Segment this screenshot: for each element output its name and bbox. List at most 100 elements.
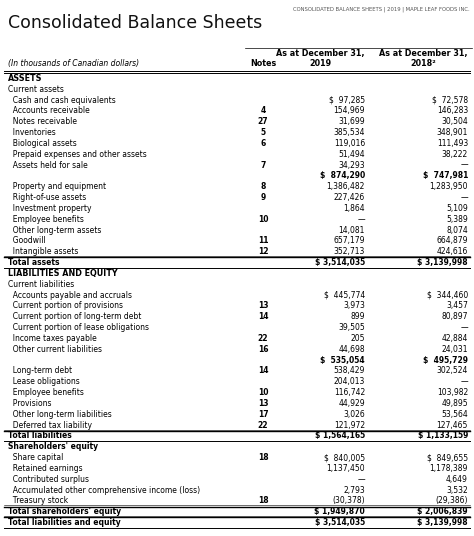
Text: 5: 5 [260,128,265,137]
Text: 119,016: 119,016 [334,139,365,148]
Text: 385,534: 385,534 [334,128,365,137]
Text: 1,386,482: 1,386,482 [327,182,365,191]
Text: Shareholders' equity: Shareholders' equity [8,442,98,451]
Text: Assets held for sale: Assets held for sale [8,161,88,169]
Text: 3,973: 3,973 [343,301,365,310]
Text: 205: 205 [350,334,365,343]
Text: $  747,981: $ 747,981 [423,172,468,181]
Text: $ 1,133,159: $ 1,133,159 [418,431,468,441]
Text: Consolidated Balance Sheets: Consolidated Balance Sheets [8,14,262,32]
Text: 127,465: 127,465 [437,421,468,429]
Text: 8: 8 [260,182,266,191]
Text: 3,532: 3,532 [446,486,468,495]
Text: LIABILITIES AND EQUITY: LIABILITIES AND EQUITY [8,269,118,278]
Text: 14: 14 [258,367,268,375]
Text: 39,505: 39,505 [338,323,365,332]
Text: (In thousands of Canadian dollars): (In thousands of Canadian dollars) [8,59,139,68]
Text: 538,429: 538,429 [334,367,365,375]
Text: —: — [460,193,468,202]
Text: 1,178,389: 1,178,389 [429,464,468,473]
Text: $  535,054: $ 535,054 [320,355,365,364]
Text: Investment property: Investment property [8,204,91,213]
Text: 42,884: 42,884 [442,334,468,343]
Text: 27: 27 [258,117,268,126]
Text: 3,026: 3,026 [343,410,365,419]
Text: 1,283,950: 1,283,950 [429,182,468,191]
Text: 24,031: 24,031 [441,345,468,354]
Text: $  344,460: $ 344,460 [427,291,468,300]
Text: 3,457: 3,457 [446,301,468,310]
Text: Current portion of lease obligations: Current portion of lease obligations [8,323,149,332]
Text: Intangible assets: Intangible assets [8,247,78,256]
Text: 10: 10 [258,215,268,224]
Text: 12: 12 [258,247,268,256]
Text: Provisions: Provisions [8,399,52,408]
Text: 348,901: 348,901 [437,128,468,137]
Text: (29,386): (29,386) [436,496,468,505]
Text: 14: 14 [258,312,268,321]
Text: Notes: Notes [250,59,276,68]
Text: 8,074: 8,074 [446,226,468,235]
Text: $ 3,514,035: $ 3,514,035 [315,258,365,267]
Text: 352,713: 352,713 [334,247,365,256]
Text: 4: 4 [260,107,265,115]
Text: 18: 18 [258,496,268,505]
Text: 302,524: 302,524 [437,367,468,375]
Text: Retained earnings: Retained earnings [8,464,82,473]
Text: 5,109: 5,109 [446,204,468,213]
Text: CONSOLIDATED BALANCE SHEETS | 2019 | MAPLE LEAF FOODS INC.: CONSOLIDATED BALANCE SHEETS | 2019 | MAP… [293,6,470,11]
Text: Share capital: Share capital [8,453,64,462]
Text: Current portion of long-term debt: Current portion of long-term debt [8,312,141,321]
Text: Employee benefits: Employee benefits [8,388,84,397]
Text: 121,972: 121,972 [334,421,365,429]
Text: $  495,729: $ 495,729 [423,355,468,364]
Text: 30,504: 30,504 [441,117,468,126]
Text: 44,698: 44,698 [338,345,365,354]
Text: Contributed surplus: Contributed surplus [8,475,89,484]
Text: $ 2,006,839: $ 2,006,839 [418,507,468,516]
Text: Current portion of provisions: Current portion of provisions [8,301,123,310]
Text: 53,564: 53,564 [441,410,468,419]
Text: Notes receivable: Notes receivable [8,117,77,126]
Text: 116,742: 116,742 [334,388,365,397]
Text: $ 3,139,998: $ 3,139,998 [418,518,468,527]
Text: Long-term debt: Long-term debt [8,367,72,375]
Text: Accumulated other comprehensive income (loss): Accumulated other comprehensive income (… [8,486,200,495]
Text: ASSETS: ASSETS [8,74,43,83]
Text: (30,378): (30,378) [332,496,365,505]
Text: $  874,290: $ 874,290 [320,172,365,181]
Text: 657,179: 657,179 [334,236,365,245]
Text: 13: 13 [258,301,268,310]
Text: Other long-term liabilities: Other long-term liabilities [8,410,112,419]
Text: 17: 17 [258,410,268,419]
Text: 6: 6 [260,139,265,148]
Text: $  840,005: $ 840,005 [324,453,365,462]
Text: $  445,774: $ 445,774 [324,291,365,300]
Text: Accounts receivable: Accounts receivable [8,107,90,115]
Text: —: — [357,475,365,484]
Text: 4,649: 4,649 [446,475,468,484]
Text: Current liabilities: Current liabilities [8,280,74,289]
Text: 16: 16 [258,345,268,354]
Text: Accounts payable and accruals: Accounts payable and accruals [8,291,132,300]
Text: Other long-term assets: Other long-term assets [8,226,101,235]
Text: —: — [460,323,468,332]
Text: $  849,655: $ 849,655 [427,453,468,462]
Text: Inventories: Inventories [8,128,56,137]
Text: Right-of-use assets: Right-of-use assets [8,193,86,202]
Text: Employee benefits: Employee benefits [8,215,84,224]
Text: —: — [460,161,468,169]
Text: 7: 7 [260,161,266,169]
Text: 2,793: 2,793 [343,486,365,495]
Text: 227,426: 227,426 [334,193,365,202]
Text: 10: 10 [258,388,268,397]
Text: 38,222: 38,222 [442,150,468,159]
Text: Lease obligations: Lease obligations [8,377,80,386]
Text: 424,616: 424,616 [437,247,468,256]
Text: Other current liabilities: Other current liabilities [8,345,102,354]
Text: $ 1,949,870: $ 1,949,870 [314,507,365,516]
Text: Goodwill: Goodwill [8,236,46,245]
Text: As at December 31,
2019: As at December 31, 2019 [276,49,365,68]
Text: 13: 13 [258,399,268,408]
Text: As at December 31,
2018²: As at December 31, 2018² [380,49,468,68]
